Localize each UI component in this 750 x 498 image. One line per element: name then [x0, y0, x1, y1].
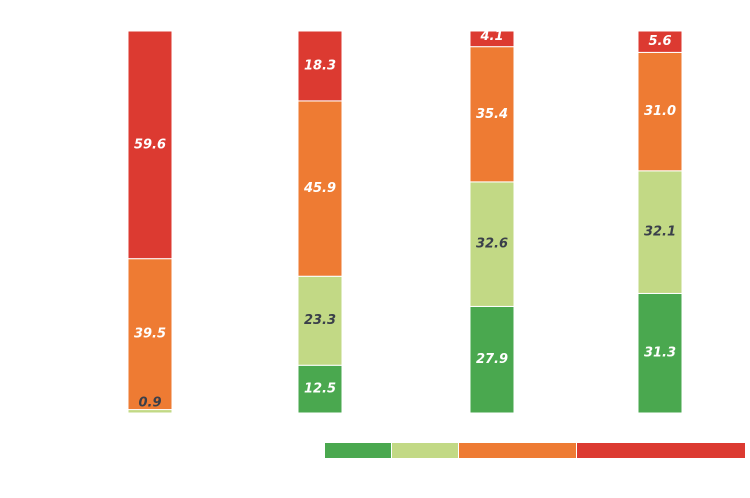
data-label-1-1: 23.3 — [304, 313, 336, 328]
data-label-3-0: 31.3 — [644, 346, 676, 361]
legend-swatch-0 — [325, 443, 391, 458]
bar-segment-1-3 — [297, 30, 343, 102]
data-label-0-2: 39.5 — [134, 327, 166, 342]
data-label-2-0: 27.9 — [476, 352, 508, 367]
bars-group — [127, 30, 683, 414]
bar-segment-0-3 — [127, 30, 173, 260]
bar-segment-2-0 — [469, 305, 515, 414]
legend-swatch-1 — [392, 443, 458, 458]
bar-segment-2-3 — [469, 30, 515, 48]
data-label-1-3: 18.3 — [304, 58, 336, 73]
data-label-0-3: 59.6 — [134, 137, 166, 152]
data-label-3-3: 5.6 — [648, 34, 671, 49]
data-label-2-3: 4.1 — [479, 29, 503, 44]
legend-swatch-2 — [459, 443, 576, 458]
data-label-0-1: 0.9 — [138, 396, 161, 411]
data-label-3-2: 31.0 — [644, 104, 676, 119]
bar-segment-1-1 — [297, 275, 343, 366]
legend — [325, 443, 745, 458]
data-label-2-1: 32.6 — [476, 237, 508, 252]
bar-segment-2-2 — [469, 46, 515, 183]
data-label-3-1: 32.1 — [644, 225, 676, 240]
bar-segment-3-1 — [637, 170, 683, 294]
bar-segment-1-0 — [297, 364, 343, 414]
legend-swatch-3 — [577, 443, 745, 458]
data-label-1-2: 45.9 — [303, 181, 336, 196]
data-label-2-2: 35.4 — [476, 107, 508, 122]
bar-segment-2-1 — [469, 181, 515, 307]
bar-segment-3-3 — [637, 30, 683, 53]
data-labels-group: 0.9 39.5 59.6 12.5 23.3 45.9 18.3 27.9 32.6 35.4 4… — [134, 29, 676, 410]
bar-segment-3-0 — [637, 292, 683, 414]
data-label-1-0: 12.5 — [304, 382, 336, 397]
bar-segment-0-2 — [127, 258, 173, 411]
